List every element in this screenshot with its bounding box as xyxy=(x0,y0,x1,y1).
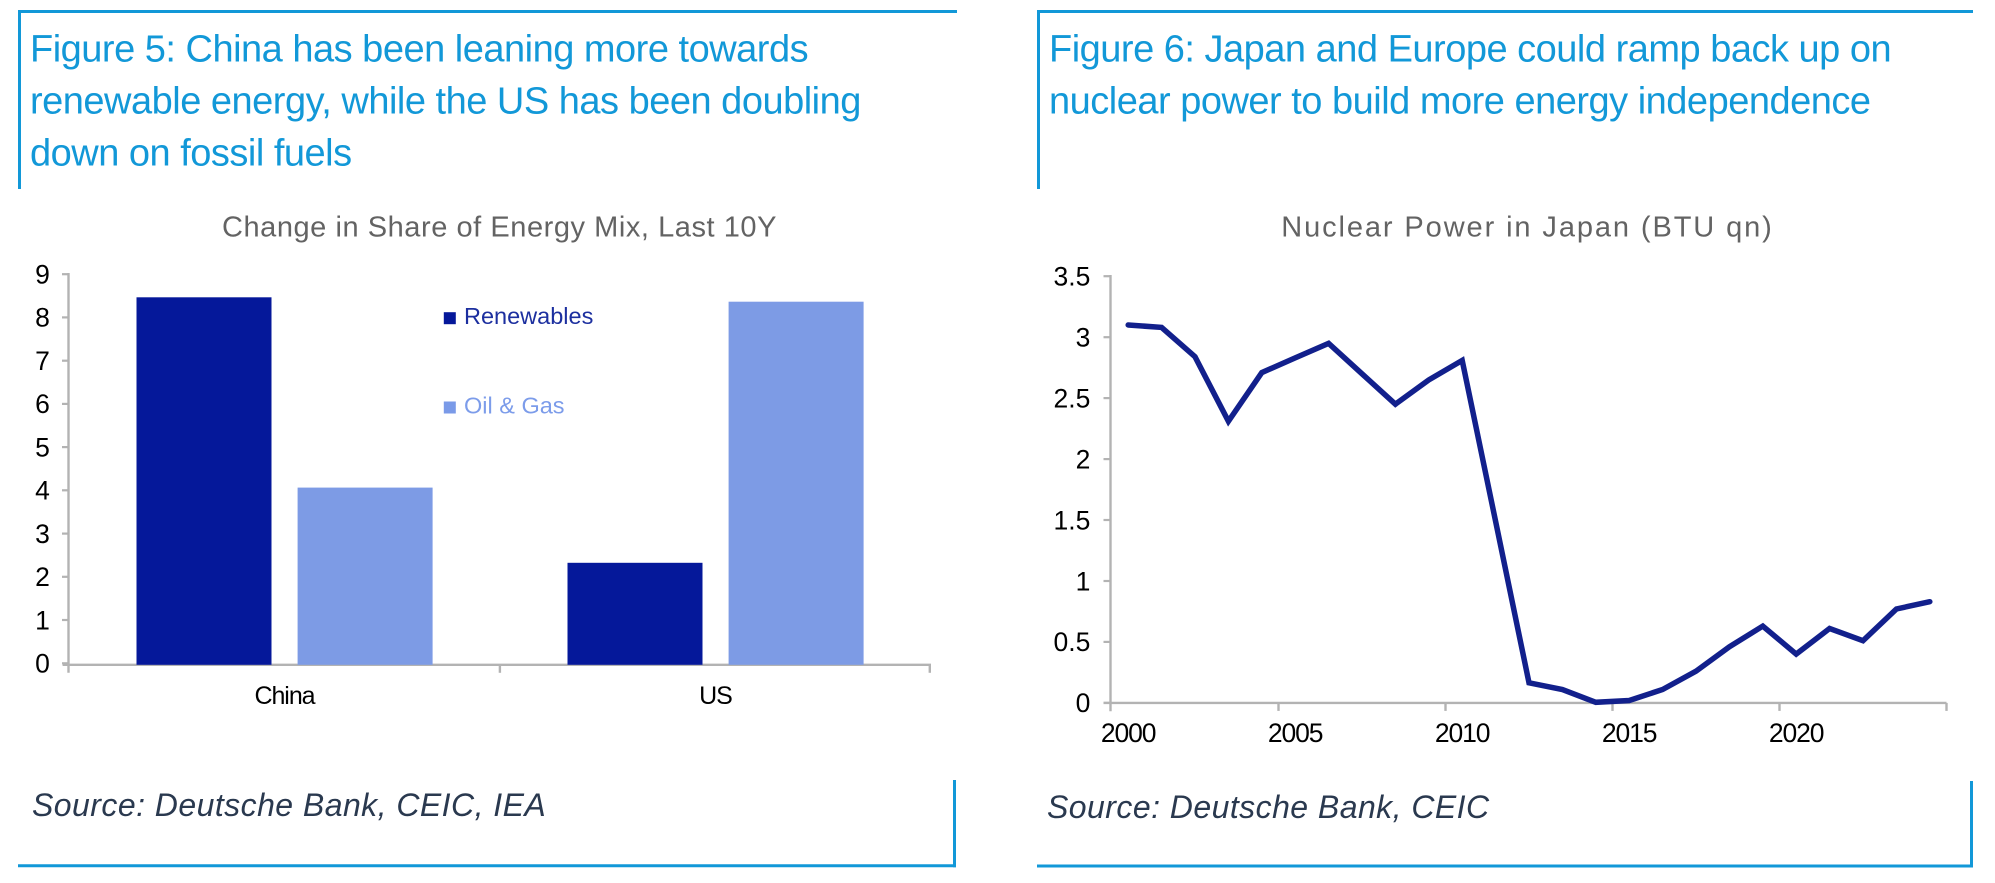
svg-text:renewable energy, while the US: renewable energy, while the US has been … xyxy=(30,81,861,123)
svg-text:1: 1 xyxy=(35,605,50,635)
svg-text:2000: 2000 xyxy=(1101,718,1156,748)
svg-text:4: 4 xyxy=(35,476,50,506)
svg-text:6: 6 xyxy=(35,389,50,419)
svg-text:3: 3 xyxy=(35,519,50,549)
svg-text:nuclear power to build more en: nuclear power to build more energy indep… xyxy=(1049,81,1871,123)
svg-text:3.5: 3.5 xyxy=(1054,262,1091,292)
svg-text:2005: 2005 xyxy=(1268,718,1323,748)
svg-text:0.5: 0.5 xyxy=(1054,627,1091,657)
svg-text:2015: 2015 xyxy=(1602,718,1657,748)
svg-text:Source: Deutsche Bank, CEIC: Source: Deutsche Bank, CEIC xyxy=(1047,789,1490,825)
svg-text:1.5: 1.5 xyxy=(1054,505,1091,535)
svg-text:Source: Deutsche Bank, CEIC, I: Source: Deutsche Bank, CEIC, IEA xyxy=(32,787,546,823)
svg-text:8: 8 xyxy=(35,303,50,333)
svg-text:Oil & Gas: Oil & Gas xyxy=(464,393,565,419)
svg-text:7: 7 xyxy=(35,346,50,376)
svg-text:0: 0 xyxy=(35,649,50,679)
svg-text:9: 9 xyxy=(35,260,50,290)
svg-text:0: 0 xyxy=(1076,688,1091,718)
svg-text:Nuclear Power in Japan (BTU qn: Nuclear Power in Japan (BTU qn) xyxy=(1281,212,1773,244)
svg-text:2.5: 2.5 xyxy=(1054,383,1091,413)
svg-text:Figure 6: Japan and Europe cou: Figure 6: Japan and Europe could ramp ba… xyxy=(1049,29,1891,71)
svg-text:2: 2 xyxy=(1076,444,1091,474)
svg-text:China: China xyxy=(254,682,315,710)
svg-text:5: 5 xyxy=(35,432,50,462)
svg-text:US: US xyxy=(699,682,732,710)
svg-text:2020: 2020 xyxy=(1769,718,1824,748)
svg-text:2: 2 xyxy=(35,562,50,592)
svg-text:Change in Share of Energy Mix,: Change in Share of Energy Mix, Last 10Y xyxy=(222,212,777,244)
svg-text:1: 1 xyxy=(1076,566,1091,596)
svg-text:down on fossil fuels: down on fossil fuels xyxy=(30,133,352,175)
svg-text:3: 3 xyxy=(1076,323,1091,353)
svg-text:Renewables: Renewables xyxy=(464,303,593,329)
svg-text:Figure 5: China has been leani: Figure 5: China has been leaning more to… xyxy=(30,29,808,71)
svg-text:2010: 2010 xyxy=(1435,718,1490,748)
